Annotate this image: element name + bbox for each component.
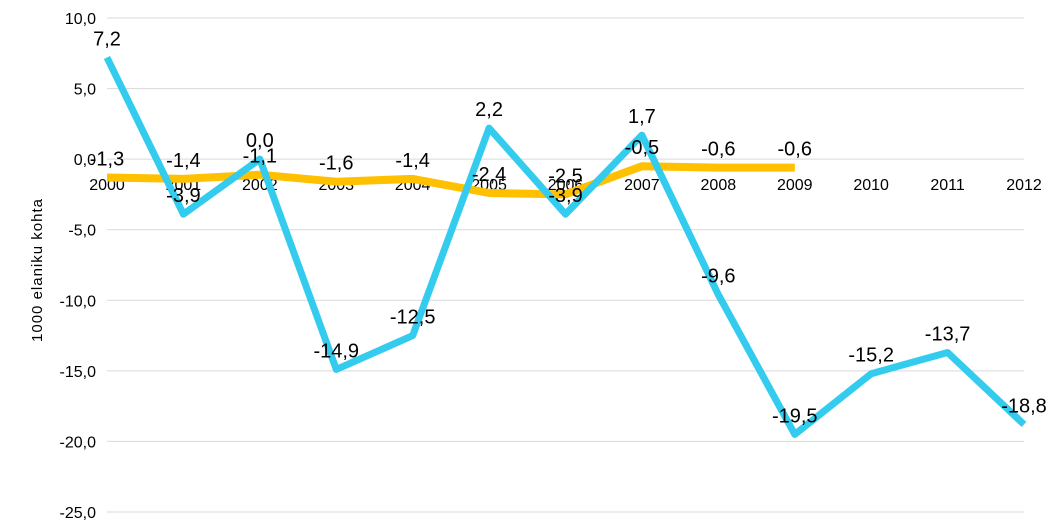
- data-label: -2,5: [548, 165, 582, 187]
- x-tick-label: 2012: [1006, 177, 1042, 194]
- data-label: -0,6: [778, 139, 812, 161]
- y-tick-label: 0,0: [74, 152, 96, 169]
- data-label: -18,8: [1001, 395, 1047, 417]
- data-label: -14,9: [313, 340, 359, 362]
- data-label: -15,2: [848, 345, 894, 367]
- series-lines: [103, 55, 1027, 438]
- data-label: -12,5: [390, 307, 436, 329]
- data-label: -1,1: [243, 146, 277, 168]
- y-axis-ticks: 10,0 5,0 0,0 -5,0 -10,0 -15,0 -20,0 -25,0: [60, 11, 97, 522]
- data-label: -19,5: [772, 405, 818, 427]
- data-label: -1,4: [395, 150, 429, 172]
- data-label: 7,2: [93, 29, 121, 51]
- data-label: -3,9: [166, 185, 200, 207]
- data-label: 1,7: [628, 106, 656, 128]
- data-label: -13,7: [925, 324, 971, 346]
- y-axis-label: 1000 elaniku kohta: [29, 198, 46, 342]
- series-line-1: [106, 162, 795, 199]
- y-tick-label: -20,0: [60, 434, 97, 451]
- y-tick-label: -5,0: [68, 223, 96, 240]
- data-label: -1,3: [90, 148, 124, 170]
- data-label: -2,4: [472, 164, 506, 186]
- x-tick-label: 2009: [777, 177, 813, 194]
- data-label: -0,5: [625, 137, 659, 159]
- data-label: -3,9: [548, 185, 582, 207]
- y-tick-label: -25,0: [60, 505, 97, 522]
- data-label: 0,0: [246, 130, 274, 152]
- data-label: -1,6: [319, 153, 353, 175]
- x-tick-label: 2008: [701, 177, 737, 194]
- data-label: 2,2: [475, 99, 503, 121]
- y-tick-label: -10,0: [60, 293, 97, 310]
- y-tick-label: 10,0: [65, 11, 96, 28]
- x-tick-label: 2007: [624, 177, 660, 194]
- y-tick-label: -15,0: [60, 364, 97, 381]
- x-tick-label: 2010: [853, 177, 889, 194]
- data-label: -0,6: [701, 139, 735, 161]
- data-label: -9,6: [701, 266, 735, 288]
- series-line-2: [103, 55, 1027, 438]
- data-labels: -1,3 -1,4 -1,1 -1,6 -1,4 -2,4 -2,5 -0,5 -0,6 -0,6…: [90, 29, 1047, 428]
- x-tick-label: 2011: [930, 177, 965, 194]
- y-tick-label: 5,0: [74, 82, 96, 99]
- data-label: -1,4: [166, 150, 200, 172]
- gridlines: [107, 17, 1024, 513]
